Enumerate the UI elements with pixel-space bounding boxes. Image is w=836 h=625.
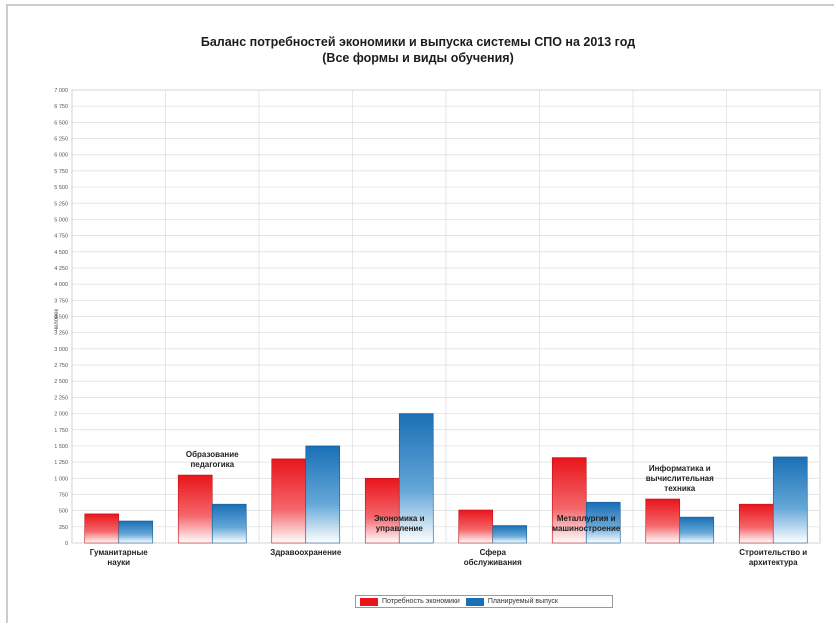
category-label-line: Экономика и	[374, 514, 425, 523]
bar-output-2	[305, 445, 341, 544]
y-tick-label: 4 750	[54, 234, 68, 240]
category-label-line: Образование	[186, 450, 239, 459]
bar-demand-3	[364, 477, 400, 544]
y-tick-label: 750	[59, 492, 68, 498]
legend-swatch-red	[360, 597, 378, 606]
legend-item-demand: Потребность экономики	[360, 597, 460, 606]
bar-output-0	[118, 520, 154, 544]
category-label-3: Экономика и управление	[374, 514, 425, 533]
category-label-line: Металлургия и	[557, 514, 616, 523]
y-tick-label: 7 000	[54, 88, 68, 94]
category-label-line: Здравоохранение	[270, 548, 342, 557]
y-tick-label: 5 750	[54, 169, 68, 175]
y-tick-label: 5 250	[54, 201, 68, 207]
bar-output-7	[772, 456, 808, 544]
bar-output-5	[585, 501, 621, 544]
legend-item-output: Планируемый выпуск	[465, 597, 558, 606]
legend-label-output: Планируемый выпуск	[487, 598, 558, 605]
y-tick-label: 2 250	[54, 395, 68, 401]
y-tick-label: 3 750	[54, 298, 68, 304]
bar-output-3	[398, 413, 434, 544]
y-tick-label: 500	[59, 509, 68, 515]
y-tick-label: 250	[59, 525, 68, 531]
bar-demand-7	[738, 503, 774, 544]
bar-output-4	[492, 525, 528, 544]
y-tick-label: 2 000	[54, 412, 68, 418]
category-label-line: Строительство и	[739, 548, 807, 557]
bar-demand-1	[177, 474, 213, 544]
bar-demand-2	[271, 458, 307, 544]
category-label-line: педагогика	[190, 460, 234, 469]
y-axis-label: человек	[54, 309, 60, 332]
y-tick-label: 3 500	[54, 315, 68, 321]
y-tick-label: 6 000	[54, 153, 68, 159]
legend-swatch-blue	[465, 597, 484, 606]
category-label-line: архитектура	[749, 558, 798, 567]
bar-output-6	[679, 516, 715, 544]
y-tick-label: 2 750	[54, 363, 68, 369]
bar-demand-6	[645, 498, 681, 544]
y-tick-label: 4 250	[54, 266, 68, 272]
chart-title-block: Баланс потребностей экономики и выпуска …	[0, 34, 836, 66]
category-label-0: Гуманитарные науки	[90, 548, 149, 567]
legend-label-demand: Потребность экономики	[382, 598, 460, 605]
y-tick-label: 4 500	[54, 250, 68, 256]
category-label-line: машиностроение	[552, 524, 621, 533]
chart-title: Баланс потребностей экономики и выпуска …	[200, 35, 636, 49]
category-label-line: управление	[376, 524, 424, 533]
y-tick-label: 1 000	[54, 476, 68, 482]
y-tick-label: 5 000	[54, 217, 68, 223]
y-tick-label: 6 750	[54, 104, 68, 110]
category-label-6: Информатика и вычислительная техника	[646, 464, 714, 493]
category-label-line: Информатика и	[649, 464, 711, 473]
y-tick-label: 6 250	[54, 137, 68, 143]
bar-output-1	[211, 503, 247, 544]
y-tick-label: 1 750	[54, 428, 68, 434]
category-label-line: техника	[664, 484, 695, 493]
category-label-line: науки	[107, 558, 130, 567]
category-label-2: Здравоохранение	[270, 548, 342, 557]
category-label-line: обслуживания	[464, 558, 522, 567]
category-label-1: Образование педагогика	[186, 450, 239, 469]
category-label-5: Металлургия и машиностроение	[552, 514, 621, 533]
category-label-line: вычислительная	[646, 474, 714, 483]
y-tick-label: 4 000	[54, 282, 68, 288]
category-label-7: Строительство и архитектура	[739, 548, 807, 567]
chart-subtitle: (Все формы и виды обучения)	[322, 51, 514, 65]
category-label-line: Сфера	[480, 548, 507, 557]
category-label-4: Сфера обслуживания	[464, 548, 522, 567]
y-tick-label: 2 500	[54, 379, 68, 385]
bar-demand-4	[458, 509, 494, 544]
y-tick-label: 3 250	[54, 331, 68, 337]
y-tick-label: 1 500	[54, 444, 68, 450]
y-tick-label: 1 250	[54, 460, 68, 466]
legend: Потребность экономики Планируемый выпуск	[355, 595, 613, 608]
category-label-line: Гуманитарные	[90, 548, 149, 557]
y-tick-label: 0	[65, 541, 68, 547]
y-tick-label: 5 500	[54, 185, 68, 191]
bar-demand-5	[551, 457, 587, 544]
y-tick-label: 3 000	[54, 347, 68, 353]
bar-demand-0	[84, 513, 120, 544]
y-tick-label: 6 500	[54, 120, 68, 126]
